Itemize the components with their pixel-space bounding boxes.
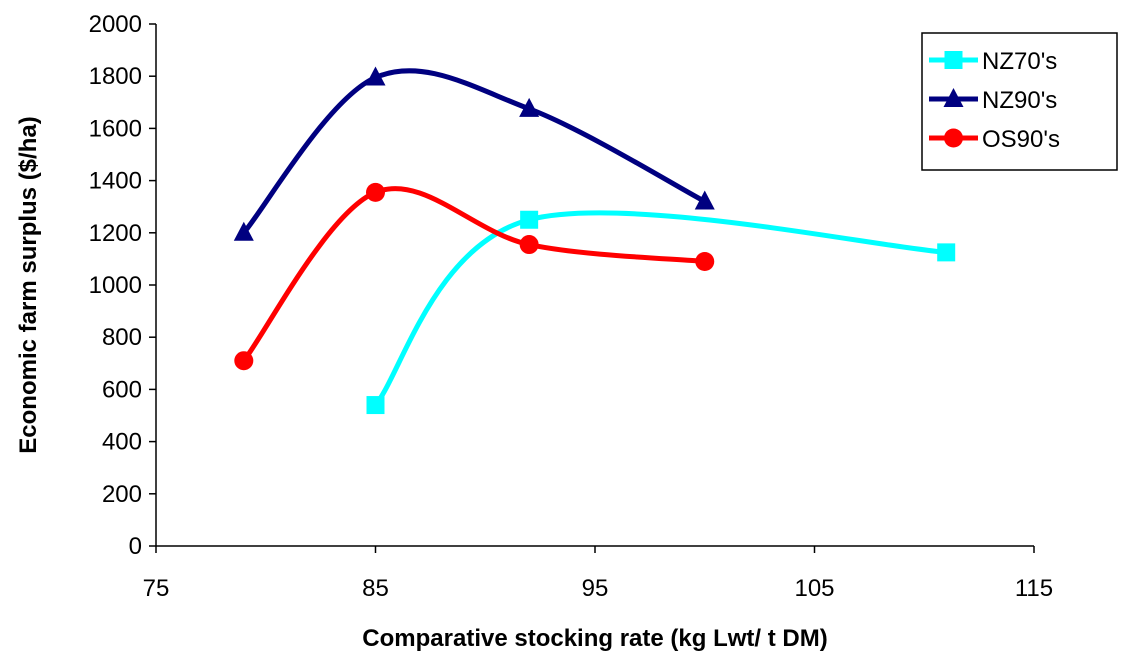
legend-marker [944, 128, 963, 148]
y-tick-label: 1200 [89, 220, 142, 247]
y-axis-title: Economic farm surplus ($/ha) [15, 116, 42, 453]
legend-marker [944, 51, 963, 69]
data-point [365, 66, 386, 86]
series-line [241, 68, 708, 236]
y-tick-label: 2000 [89, 11, 142, 38]
legend-label: OS90's [982, 126, 1060, 153]
y-tick-label: 600 [102, 376, 142, 403]
series-line [373, 210, 949, 408]
data-point [694, 190, 715, 210]
legend-label: NZ70's [982, 48, 1057, 75]
data-point [519, 235, 539, 255]
x-axis-ticks: 75 85 95 105 115 [143, 546, 1053, 602]
legend: NZ70's NZ90's OS90's [921, 32, 1118, 171]
data-point [366, 396, 385, 415]
data-point [519, 97, 540, 117]
y-tick-label: 800 [102, 324, 142, 351]
y-tick-label: 1000 [89, 272, 142, 299]
data-point [695, 252, 715, 272]
y-tick-label: 1800 [89, 63, 142, 90]
x-tick-label: 105 [794, 575, 834, 602]
data-point [234, 351, 254, 371]
series-layer [233, 66, 956, 415]
data-point [233, 221, 254, 241]
x-tick-label: 115 [1015, 575, 1053, 602]
data-point [366, 182, 385, 202]
legend-label: NZ90's [982, 87, 1057, 114]
x-axis-title: Comparative stocking rate (kg Lwt/ t DM) [362, 625, 827, 652]
data-point [520, 210, 539, 229]
y-tick-label: 1600 [89, 115, 142, 142]
legend-entry: NZ90's [929, 87, 1057, 114]
series-line [241, 186, 708, 364]
legend-entry: NZ70's [929, 48, 1057, 75]
x-tick-label: 95 [582, 575, 609, 602]
y-tick-label: 0 [129, 533, 142, 560]
series-square [366, 210, 956, 415]
data-point [937, 243, 956, 262]
x-tick-label: 75 [143, 575, 170, 602]
series-circle [234, 182, 715, 371]
legend-entry: OS90's [929, 126, 1060, 153]
y-tick-label: 400 [102, 429, 142, 456]
x-tick-label: 85 [362, 575, 389, 602]
legend-marker [943, 88, 964, 107]
y-tick-label: 1400 [89, 168, 142, 195]
y-axis-ticks: 0 200 400 600 800 1000 1200 1400 1600 1800 2000 [89, 11, 156, 560]
y-tick-label: 200 [102, 481, 142, 508]
series-triangle [233, 66, 715, 241]
